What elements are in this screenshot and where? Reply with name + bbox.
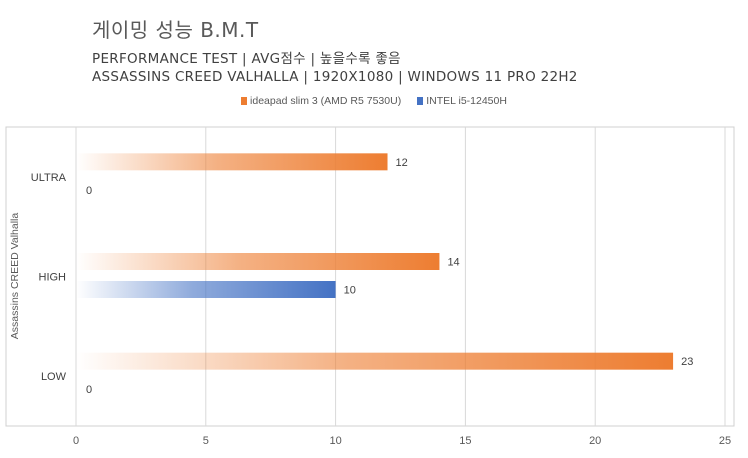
legend-item-intel: INTEL i5-12450H (417, 95, 507, 107)
x-tick-label: 15 (459, 435, 471, 447)
data-label-high-series-1: 10 (344, 285, 356, 297)
legend-swatch-intel (417, 97, 424, 105)
x-tick-label: 0 (73, 435, 79, 447)
chart-subtitle-test: PERFORMANCE TEST | AVG점수 | 높을수록 좋음 (92, 51, 401, 67)
category-label-low: LOW (41, 371, 67, 383)
x-tick-label: 10 (329, 435, 341, 447)
data-label-ultra-series-1: 0 (86, 185, 92, 197)
data-label-low-series-0: 23 (681, 356, 693, 368)
legend: ideapad slim 3 (AMD R5 7530U) INTEL i5-1… (0, 95, 748, 107)
x-tick-label: 20 (589, 435, 601, 447)
x-tick-label: 5 (203, 435, 209, 447)
category-label-high: HIGH (39, 272, 67, 284)
data-label-high-series-0: 14 (447, 257, 459, 269)
bar-low-series-0 (76, 352, 674, 370)
data-label-ultra-series-0: 12 (396, 157, 408, 169)
chart-subtitle-game: ASSASSINS CREED VALHALLA | 1920X1080 | W… (92, 69, 578, 85)
legend-label-ideapad: ideapad slim 3 (AMD R5 7530U) (250, 95, 402, 107)
bar-ultra-series-0 (76, 153, 388, 171)
legend-label-intel: INTEL i5-12450H (426, 95, 507, 107)
legend-swatch-ideapad (241, 97, 248, 105)
y-axis-label: Assassins CREED Valhalla (9, 213, 21, 340)
bar-high-series-0 (76, 253, 440, 270)
plot-border (5, 126, 735, 427)
category-label-ultra: ULTRA (31, 172, 67, 184)
data-label-low-series-1: 0 (86, 384, 92, 396)
chart-title: 게이밍 성능 B.M.T (92, 18, 259, 42)
x-tick-label: 25 (719, 435, 731, 447)
legend-item-ideapad: ideapad slim 3 (AMD R5 7530U) (241, 95, 401, 107)
bar-high-series-1 (76, 281, 336, 298)
